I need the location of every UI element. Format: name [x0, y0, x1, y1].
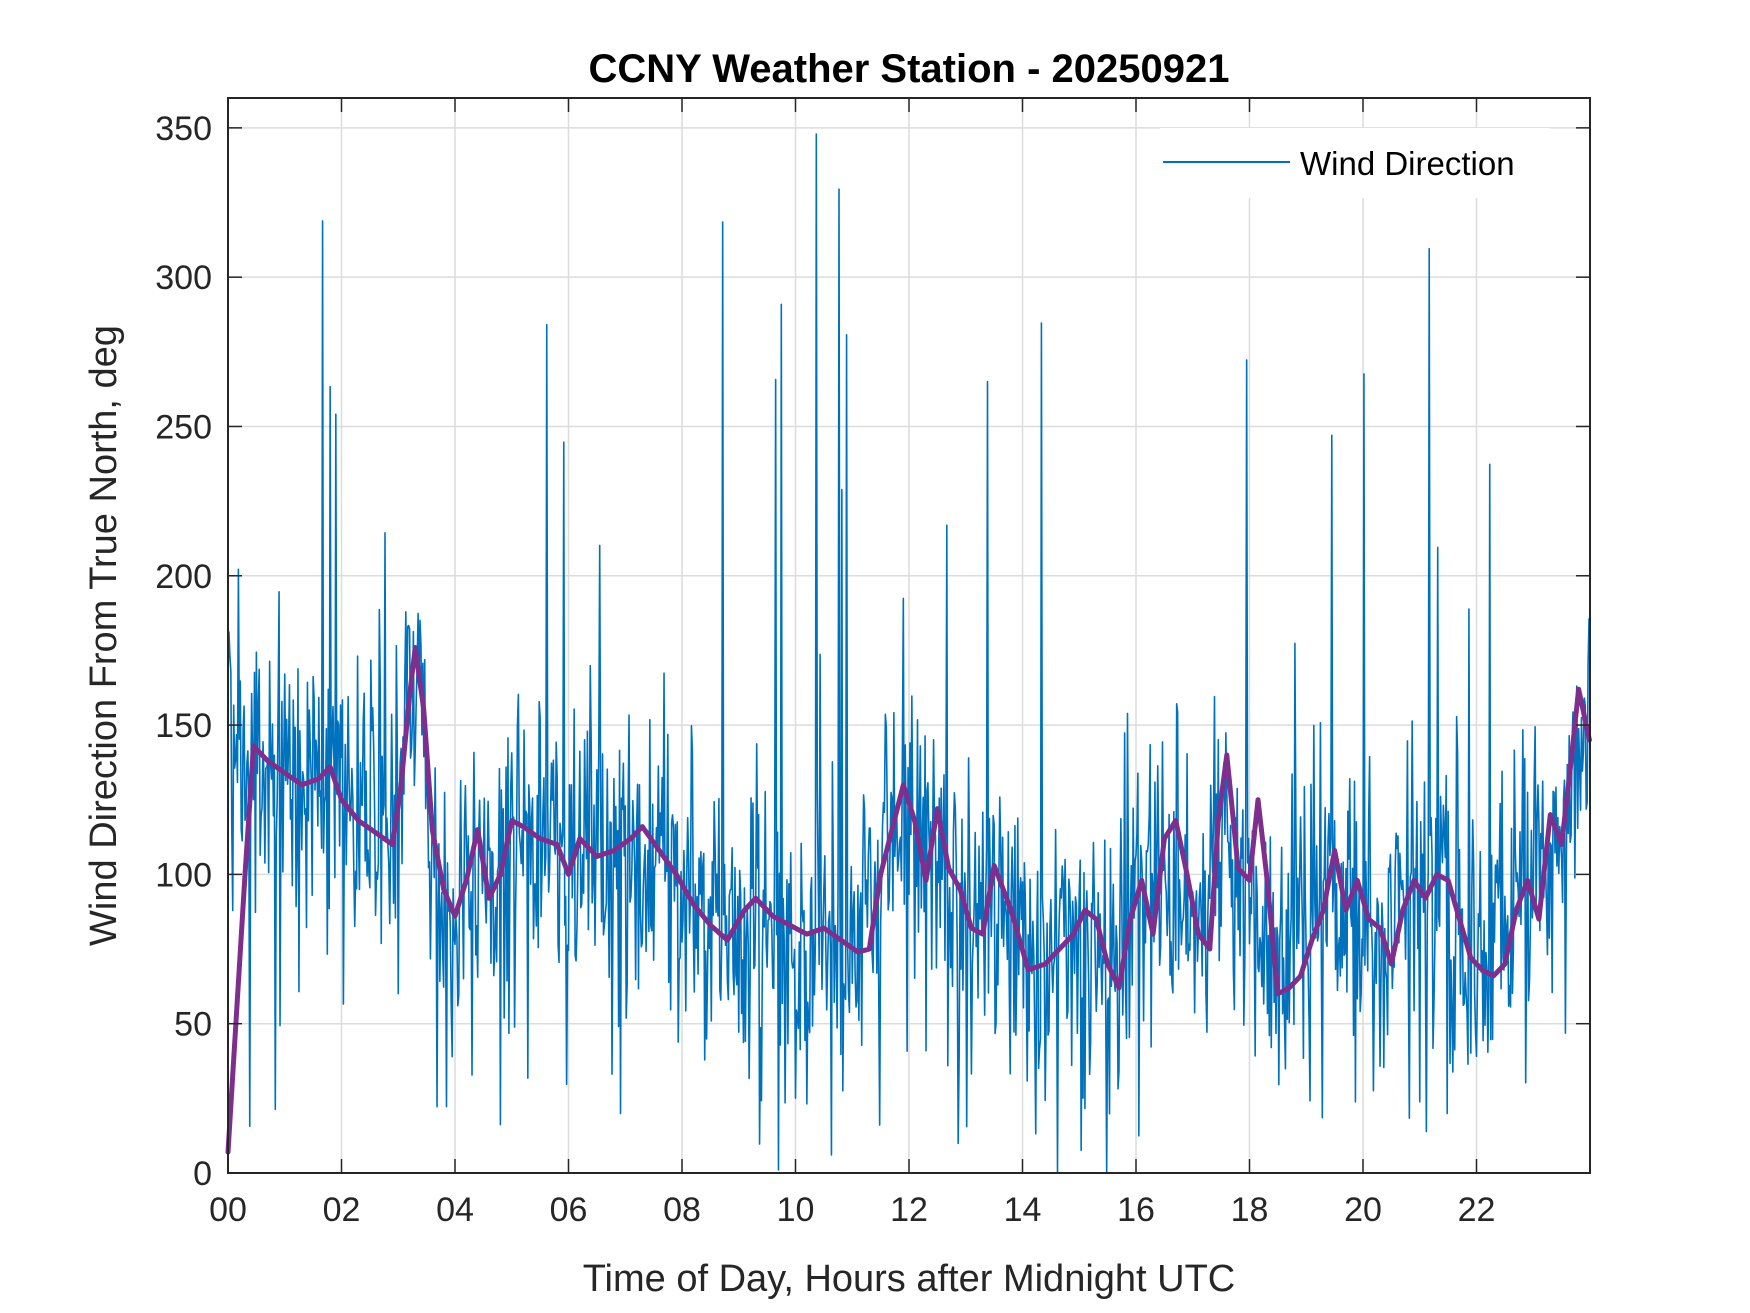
- plot-frame: [227, 97, 1591, 1174]
- y-tick-label: 150: [155, 707, 212, 745]
- wind-direction-line: [227, 133, 1590, 1174]
- x-tick-label: 20: [1344, 1191, 1382, 1229]
- x-tick-label: 18: [1231, 1191, 1269, 1229]
- x-axis-label: Time of Day, Hours after Midnight UTC: [583, 1258, 1236, 1300]
- moving-average-line: [225, 644, 1592, 1155]
- y-tick-label: 200: [155, 558, 212, 596]
- chart-title: CCNY Weather Station - 20250921: [589, 47, 1230, 91]
- y-tick-label: 300: [155, 259, 212, 297]
- ticks: 00 02 04 06 08 10 12 14 16 18 20 22 0 50 100 150 200 250 3…: [155, 98, 1590, 1229]
- y-axis-label: Wind Direction From True North, deg: [83, 325, 125, 946]
- x-tick-label: 04: [436, 1191, 474, 1229]
- x-tick-label: 10: [777, 1191, 815, 1229]
- y-tick-label: 50: [174, 1006, 212, 1044]
- x-tick-label: 22: [1458, 1191, 1496, 1229]
- x-tick-label: 08: [663, 1191, 701, 1229]
- average-series-layer: [225, 644, 1592, 1155]
- x-tick-label: 06: [550, 1191, 588, 1229]
- raw-series-layer: [227, 133, 1590, 1174]
- legend: Wind Direction: [1160, 128, 1550, 198]
- y-tick-label: 0: [193, 1155, 212, 1193]
- y-tick-label: 250: [155, 408, 212, 446]
- y-tick-label: 100: [155, 856, 212, 894]
- x-tick-label: 14: [1004, 1191, 1042, 1229]
- y-tick-label: 350: [155, 110, 212, 148]
- x-tick-label: 02: [323, 1191, 361, 1229]
- x-tick-label: 16: [1117, 1191, 1155, 1229]
- x-tick-label: 00: [209, 1191, 247, 1229]
- legend-entry-wind-direction: Wind Direction: [1300, 145, 1515, 182]
- x-tick-label: 12: [890, 1191, 928, 1229]
